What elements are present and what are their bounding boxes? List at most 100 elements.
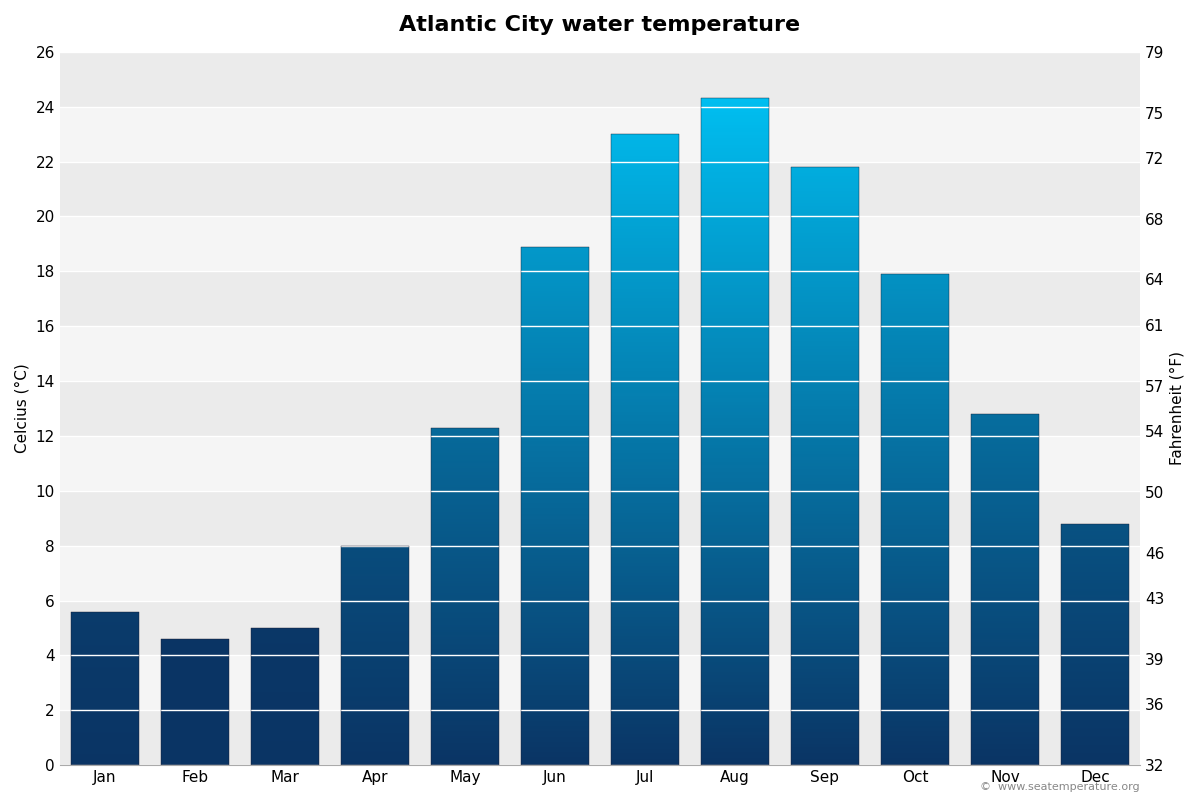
Bar <box>791 574 859 577</box>
Bar <box>611 607 679 610</box>
Bar <box>881 274 949 277</box>
Bar <box>971 481 1039 482</box>
Bar <box>521 290 589 294</box>
Bar <box>1061 529 1129 530</box>
Bar <box>521 485 589 488</box>
Bar <box>701 738 769 742</box>
Bar <box>1061 750 1129 752</box>
Bar <box>701 565 769 569</box>
Bar <box>521 410 589 413</box>
Bar <box>881 738 949 741</box>
Bar <box>521 646 589 649</box>
Bar <box>881 370 949 372</box>
Bar <box>791 517 859 520</box>
Bar <box>521 426 589 428</box>
Bar <box>971 510 1039 512</box>
Bar <box>701 685 769 689</box>
Bar <box>1061 625 1129 626</box>
Bar <box>881 537 949 539</box>
Bar <box>701 449 769 452</box>
Bar <box>791 346 859 350</box>
Bar <box>971 706 1039 707</box>
Bar <box>1061 764 1129 765</box>
Bar <box>341 730 409 731</box>
Bar <box>971 756 1039 758</box>
Bar <box>971 658 1039 660</box>
Bar <box>971 623 1039 625</box>
Bar <box>611 365 679 368</box>
Bar <box>881 704 949 706</box>
Bar <box>1061 676 1129 677</box>
Bar <box>611 406 679 409</box>
Bar <box>341 723 409 725</box>
Bar <box>521 714 589 716</box>
Bar <box>1061 654 1129 655</box>
Bar <box>1061 527 1129 529</box>
Bar <box>971 570 1039 572</box>
Bar <box>521 724 589 726</box>
Bar <box>611 443 679 446</box>
Bar <box>701 238 769 242</box>
Bar <box>971 726 1039 728</box>
Bar <box>1061 754 1129 755</box>
Bar <box>341 761 409 762</box>
Bar <box>521 434 589 436</box>
Bar <box>971 763 1039 765</box>
Bar <box>341 700 409 702</box>
Bar <box>881 610 949 613</box>
Bar <box>881 279 949 282</box>
Bar <box>521 734 589 737</box>
Bar <box>431 559 499 561</box>
Bar <box>971 470 1039 472</box>
Bar <box>611 390 679 393</box>
Bar <box>1061 723 1129 724</box>
Bar <box>791 257 859 260</box>
Bar <box>341 583 409 584</box>
Bar <box>791 370 859 374</box>
Bar <box>521 457 589 459</box>
Bar <box>1061 603 1129 605</box>
Bar <box>971 684 1039 686</box>
Bar <box>521 716 589 718</box>
Bar <box>341 571 409 572</box>
Bar <box>341 655 409 657</box>
Bar <box>611 323 679 326</box>
Bar <box>881 385 949 387</box>
Bar <box>791 269 859 272</box>
Bar <box>701 632 769 635</box>
Bar <box>881 493 949 495</box>
Bar <box>431 679 499 681</box>
Bar <box>341 728 409 729</box>
Bar <box>791 675 859 678</box>
Bar <box>611 494 679 497</box>
Bar <box>1061 735 1129 736</box>
Bar <box>521 708 589 710</box>
Bar <box>701 155 769 158</box>
Bar <box>791 239 859 242</box>
Bar <box>971 506 1039 507</box>
Bar <box>791 538 859 541</box>
Bar <box>431 752 499 754</box>
Bar <box>971 678 1039 679</box>
Bar <box>1061 639 1129 641</box>
Bar <box>971 500 1039 502</box>
Bar <box>1061 705 1129 706</box>
Bar <box>521 386 589 390</box>
Bar <box>431 661 499 662</box>
Bar <box>431 757 499 758</box>
Bar <box>701 232 769 235</box>
Bar <box>341 726 409 728</box>
Bar <box>791 403 859 406</box>
Bar <box>521 695 589 698</box>
Bar <box>521 706 589 708</box>
Bar <box>971 422 1039 425</box>
Bar <box>521 446 589 449</box>
Bar <box>60 655 1140 710</box>
Bar <box>701 169 769 172</box>
Bar <box>1061 626 1129 627</box>
Bar <box>521 618 589 620</box>
Bar <box>611 282 679 286</box>
Bar <box>1061 736 1129 738</box>
Bar <box>881 321 949 323</box>
Bar <box>881 419 949 422</box>
